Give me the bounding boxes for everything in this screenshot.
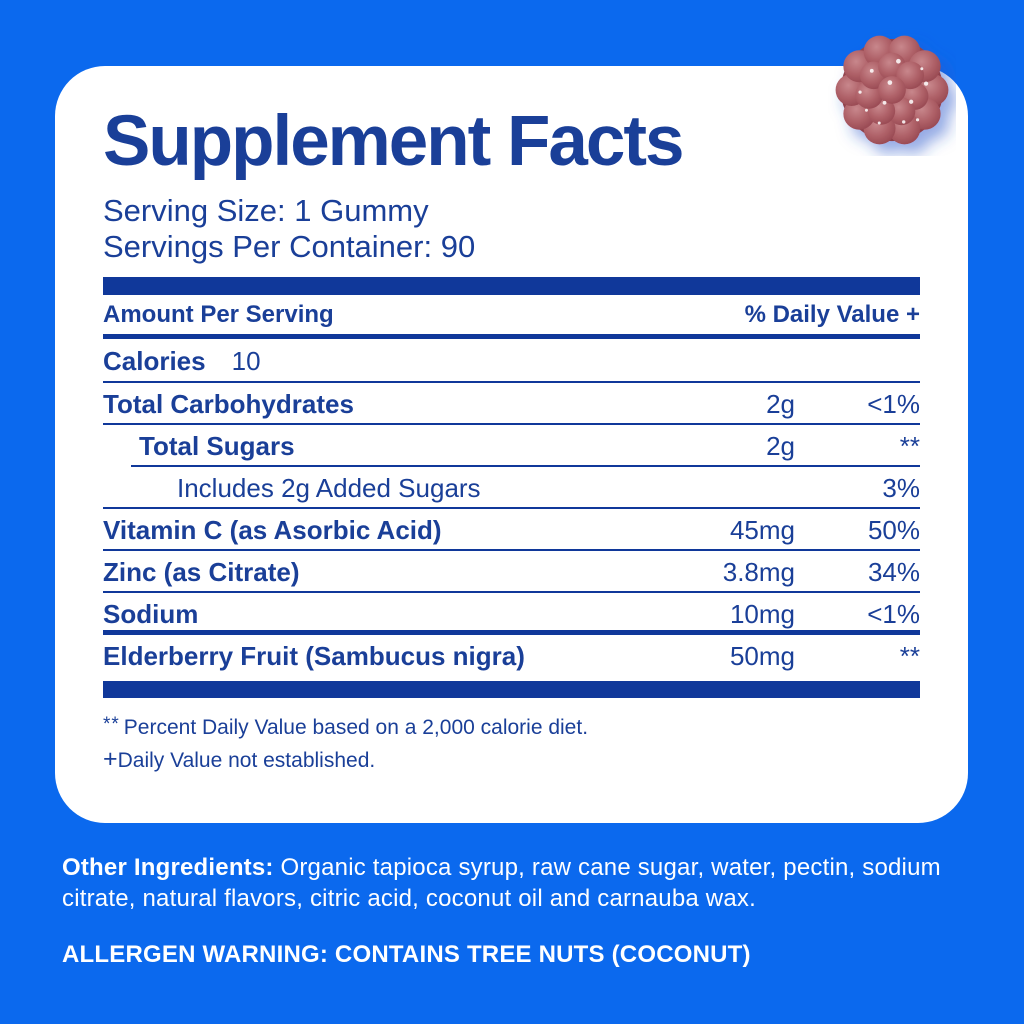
nutrient-row: Vitamin C (as Asorbic Acid) 45mg 50% [103, 509, 920, 551]
raspberry-gummy-icon [835, 35, 949, 145]
nutrient-name: Elderberry Fruit (Sambucus nigra) [103, 640, 525, 671]
amount-per-serving-header: Amount Per Serving [103, 300, 334, 328]
nutrient-amount: 10mg [729, 598, 795, 629]
nutrient-amount: 2g [766, 430, 795, 461]
serving-info: Serving Size: 1 Gummy Servings Per Conta… [103, 193, 920, 265]
footer: Other Ingredients: Organic tapioca syrup… [62, 852, 967, 969]
nutrient-daily-value: <1% [867, 598, 920, 629]
nutrient-daily-value: ** [899, 430, 920, 461]
nutrient-name: Sodium [103, 598, 199, 629]
nutrient-rows: Total Carbohydrates 2g <1% Total Sugars 2g **… [103, 383, 920, 677]
nutrient-amount: 45mg [729, 514, 795, 545]
nutrient-daily-value: <1% [867, 388, 920, 419]
footnote-daily-value: ** Percent Daily Value based on a 2,000 c… [103, 712, 920, 744]
calories-row: Calories 10 [103, 339, 920, 383]
footnote-daily-value-text: Percent Daily Value based on a 2,000 cal… [123, 716, 589, 739]
footnote-not-established: +Daily Value not established. [103, 744, 920, 776]
nutrient-name: Total Carbohydrates [103, 388, 354, 419]
nutrient-daily-value: 3% [882, 472, 920, 503]
nutrient-name: Vitamin C (as Asorbic Acid) [103, 514, 442, 545]
nutrient-name: Includes 2g Added Sugars [177, 472, 481, 503]
page-title: Supplement Facts [103, 102, 685, 181]
nutrient-row: Includes 2g Added Sugars 3% [103, 467, 920, 509]
top-divider-bar [103, 277, 920, 295]
nutrient-row: Zinc (as Citrate) 3.8mg 34% [103, 551, 920, 593]
nutrient-daily-value: 34% [867, 556, 920, 587]
serving-size: Serving Size: 1 Gummy [103, 193, 429, 228]
nutrient-name: Total Sugars [139, 430, 295, 461]
nutrient-amount: 50mg [729, 640, 795, 671]
nutrient-row: Elderberry Fruit (Sambucus nigra) 50mg ** [103, 635, 920, 677]
nutrient-row: Sodium 10mg <1% [103, 593, 920, 635]
bottom-divider-bar [103, 681, 920, 698]
footnote-not-established-text: Daily Value not established. [117, 749, 376, 772]
other-ingredients: Other Ingredients: Organic tapioca syrup… [62, 852, 967, 914]
other-ingredients-label: Other Ingredients: [62, 854, 274, 881]
calories-label: Calories [103, 345, 206, 376]
allergen-warning: ALLERGEN WARNING: CONTAINS TREE NUTS (CO… [62, 941, 751, 968]
calories-value: 10 [231, 345, 261, 376]
nutrient-daily-value: ** [899, 640, 920, 671]
supplement-facts-card: Supplement Facts Serving Size: 1 Gummy S… [55, 66, 968, 823]
footnote-asterisks: ** [103, 714, 120, 735]
table-header: Amount Per Serving % Daily Value + [103, 295, 920, 339]
other-ingredients-text: Organic tapioca syrup, raw cane sugar, w… [62, 854, 941, 912]
footnote-plus-sign: + [103, 745, 118, 773]
nutrient-amount: 3.8mg [722, 556, 795, 587]
nutrient-row: Total Sugars 2g ** [103, 425, 920, 467]
nutrient-row: Total Carbohydrates 2g <1% [103, 383, 920, 425]
daily-value-header: % Daily Value + [744, 300, 920, 328]
nutrient-daily-value: 50% [867, 514, 920, 545]
servings-per-container: Servings Per Container: 90 [103, 229, 476, 264]
footnotes: ** Percent Daily Value based on a 2,000 c… [103, 712, 920, 776]
nutrient-amount: 2g [766, 388, 795, 419]
nutrient-name: Zinc (as Citrate) [103, 556, 300, 587]
